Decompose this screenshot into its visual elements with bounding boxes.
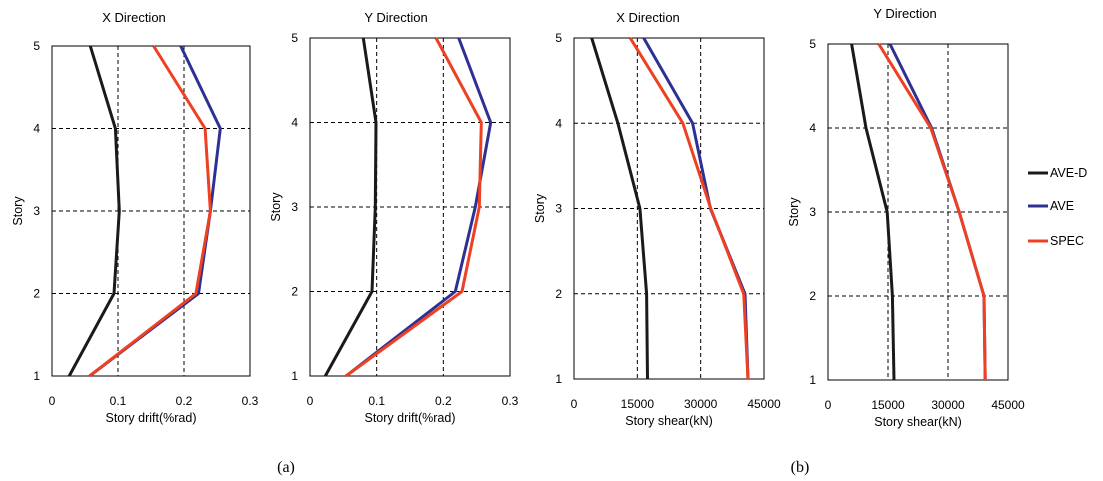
chart-panel-2: 0 0.1 0.2 0.3 1 2 3 4 5 Y Direction Story drift(%r…	[269, 10, 519, 425]
x-tick-label: 0	[571, 397, 578, 411]
y-tick-label: 2	[33, 287, 40, 301]
y-tick-label: 4	[33, 122, 40, 136]
x-axis-label: Story shear(kN)	[874, 415, 962, 429]
y-tick-label: 3	[809, 205, 816, 219]
x-axis-label: Story shear(kN)	[625, 414, 713, 428]
panel-label-a: (a)	[277, 459, 295, 476]
chart-panel-1: 0 0.1 0.2 0.3 1 2 3 4 5 X Direction Story drift(%r…	[11, 10, 259, 425]
series-line-ave-d	[67, 45, 121, 377]
x-tick-label: 15000	[871, 398, 905, 412]
charts-group: 0 0.1 0.2 0.3 1 2 3 4 5 X Direction Story drift(%r…	[11, 6, 1025, 429]
x-tick-label: 0.2	[435, 394, 452, 408]
legend-item-spec: SPEC	[1028, 234, 1084, 248]
x-tick-label: 0.2	[176, 394, 193, 408]
y-tick-label: 1	[33, 369, 40, 383]
y-tick-label: 3	[555, 202, 562, 216]
chart-title: Y Direction	[873, 6, 936, 21]
legend-item-ave: AVE	[1028, 199, 1074, 213]
y-tick-label: 1	[291, 369, 298, 383]
series-line-ave-d	[850, 43, 896, 381]
y-tick-label: 4	[809, 121, 816, 135]
plot-frame	[573, 37, 765, 380]
legend-item-ave-d: AVE-D	[1028, 166, 1087, 180]
series-line-spec	[345, 37, 483, 378]
legend: AVE-D AVE SPEC	[1028, 166, 1087, 248]
y-tick-label: 2	[291, 285, 298, 299]
y-axis-label: Story	[269, 192, 283, 222]
y-tick-label: 1	[809, 373, 816, 387]
plot-frame	[827, 43, 1009, 381]
y-tick-label: 2	[555, 287, 562, 301]
y-tick-label: 5	[291, 31, 298, 45]
plot-frame	[51, 45, 251, 377]
x-tick-label: 0.1	[110, 394, 127, 408]
x-tick-label: 0.3	[502, 394, 519, 408]
y-axis-label: Story	[533, 193, 547, 223]
plot-frame	[309, 37, 511, 377]
panel-label-b: (b)	[791, 459, 810, 476]
chart-title: Y Direction	[364, 10, 427, 25]
x-tick-label: 0	[49, 394, 56, 408]
y-tick-label: 2	[809, 289, 816, 303]
series-line-ave	[345, 37, 493, 378]
y-tick-label: 5	[555, 31, 562, 45]
x-axis-label: Story drift(%rad)	[365, 411, 456, 425]
y-axis-label: Story	[787, 197, 801, 227]
y-tick-label: 3	[33, 204, 40, 218]
x-tick-label: 45000	[747, 397, 781, 411]
x-tick-label: 30000	[931, 398, 965, 412]
y-tick-label: 5	[33, 39, 40, 53]
x-axis-label: Story drift(%rad)	[106, 411, 197, 425]
x-tick-label: 30000	[684, 397, 718, 411]
y-tick-label: 4	[555, 116, 562, 130]
chart-title: X Direction	[616, 10, 680, 25]
x-tick-label: 0	[825, 398, 832, 412]
series-line-spec	[628, 37, 750, 380]
x-tick-label: 45000	[991, 398, 1025, 412]
y-tick-label: 1	[555, 372, 562, 386]
y-axis-label: Story	[11, 196, 25, 226]
legend-label: AVE	[1050, 199, 1074, 213]
x-tick-label: 0	[307, 394, 314, 408]
series-line-ave-d	[590, 37, 649, 380]
x-tick-label: 0.3	[242, 394, 259, 408]
series-line-ave-d	[323, 37, 378, 377]
legend-label: SPEC	[1050, 234, 1084, 248]
x-tick-label: 15000	[621, 397, 655, 411]
y-tick-label: 4	[291, 116, 298, 130]
y-tick-label: 3	[291, 200, 298, 214]
chart-title: X Direction	[102, 10, 166, 25]
chart-panel-4: 0 15000 30000 45000 1 2 3 4 5 Y Direction Story sh…	[787, 6, 1025, 429]
chart-panel-3: 0 15000 30000 45000 1 2 3 4 5 X Direction Story sh…	[533, 10, 781, 428]
series-line-spec	[88, 45, 212, 378]
series-line-spec	[877, 43, 987, 381]
legend-label: AVE-D	[1050, 166, 1087, 180]
y-tick-label: 5	[809, 37, 816, 51]
x-tick-label: 0.1	[368, 394, 385, 408]
